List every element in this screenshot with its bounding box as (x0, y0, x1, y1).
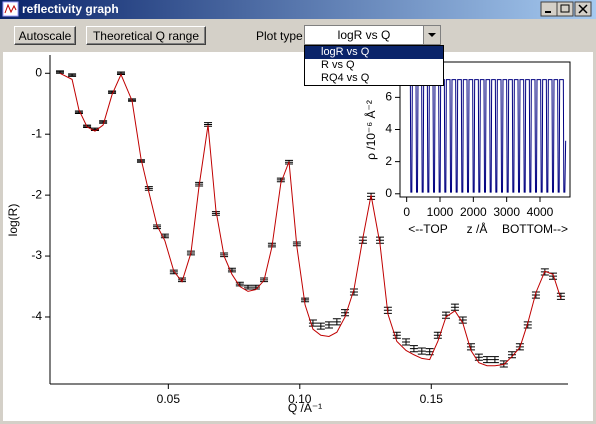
dropdown-option[interactable]: logR vs Q (305, 46, 443, 59)
y-tick-label: -2 (31, 187, 42, 201)
error-bar (243, 284, 252, 290)
y-tick-label: -1 (31, 126, 42, 140)
plot-type-label: Plot type (256, 29, 303, 43)
error-bar (99, 120, 108, 124)
error-bar (108, 90, 117, 94)
error-bar (74, 110, 83, 114)
error-bar (349, 288, 358, 296)
error-bar (507, 351, 516, 359)
title-icons (2, 1, 592, 17)
error-bar (55, 70, 64, 74)
error-bar (153, 224, 162, 230)
error-bar (556, 292, 565, 300)
dropdown-arrow[interactable] (423, 26, 440, 44)
error-bar (324, 321, 333, 329)
error-bar (417, 347, 426, 355)
q-range-button[interactable]: Theoretical Q range (86, 26, 206, 45)
error-bar (531, 291, 540, 299)
error-bar (332, 318, 341, 326)
close-button[interactable] (574, 1, 592, 17)
error-bar (392, 331, 401, 339)
error-bar (490, 356, 499, 364)
y-tick-label: 0 (385, 186, 392, 200)
y-tick-label: 4 (385, 122, 392, 136)
x-tick-label: 0.05 (157, 392, 181, 406)
app-icon-glyph (4, 3, 17, 14)
error-bar (316, 322, 325, 330)
series-line (59, 72, 562, 367)
minimize-button[interactable] (540, 1, 558, 17)
plot-type-dropdown[interactable]: logR vs Q (304, 25, 441, 45)
error-bar (450, 303, 459, 311)
x-axis-label: z /Å (467, 221, 488, 236)
error-bar (425, 348, 434, 356)
x-tick-label: 0.15 (420, 392, 444, 406)
error-bar (433, 331, 442, 339)
autoscale-button[interactable]: Autoscale (14, 26, 76, 45)
y-tick-label: 6 (385, 90, 392, 104)
series-line (406, 79, 567, 193)
maximize-button[interactable] (556, 1, 574, 17)
x-tick-label: 4000 (527, 205, 554, 219)
y-axis-label: ρ /10⁻⁶ Å⁻² (363, 100, 378, 160)
y-tick-label: -4 (31, 309, 42, 323)
error-bar (211, 211, 220, 216)
y-tick-label: 0 (35, 65, 42, 79)
y-tick-label: 2 (385, 154, 392, 168)
error-bar (68, 73, 77, 77)
arrow-icon (428, 33, 436, 37)
title-bar: reflectivity graph (0, 0, 596, 19)
error-bar (523, 321, 532, 329)
error-bar (160, 233, 169, 239)
dropdown-list: logR vs Q R vs Q RQ4 vs Q (304, 45, 444, 86)
error-bar (549, 272, 558, 280)
dropdown-option[interactable]: R vs Q (321, 59, 355, 71)
y-axis-label: log(R) (6, 204, 20, 237)
error-bar (402, 338, 411, 346)
error-bar (474, 353, 483, 361)
annotation: BOTTOM--> (502, 222, 568, 236)
error-bar (227, 267, 236, 273)
error-bar (409, 345, 418, 353)
x-tick-label: 0.10 (288, 392, 312, 406)
x-axis-label: Q /A⁻¹ (288, 401, 322, 415)
error-bar (483, 356, 492, 364)
error-bar (308, 319, 317, 327)
annotation: <--TOP (408, 222, 447, 236)
x-tick-label: 1000 (427, 205, 454, 219)
x-tick-label: 0 (403, 205, 410, 219)
dropdown-value: logR vs Q (337, 28, 391, 42)
x-tick-label: 2000 (460, 205, 487, 219)
x-tick-label: 3000 (493, 205, 520, 219)
y-tick-label: -3 (31, 248, 42, 262)
error-bar (136, 159, 145, 163)
dropdown-option[interactable]: RQ4 vs Q (321, 72, 370, 84)
window-title: reflectivity graph (22, 2, 119, 16)
